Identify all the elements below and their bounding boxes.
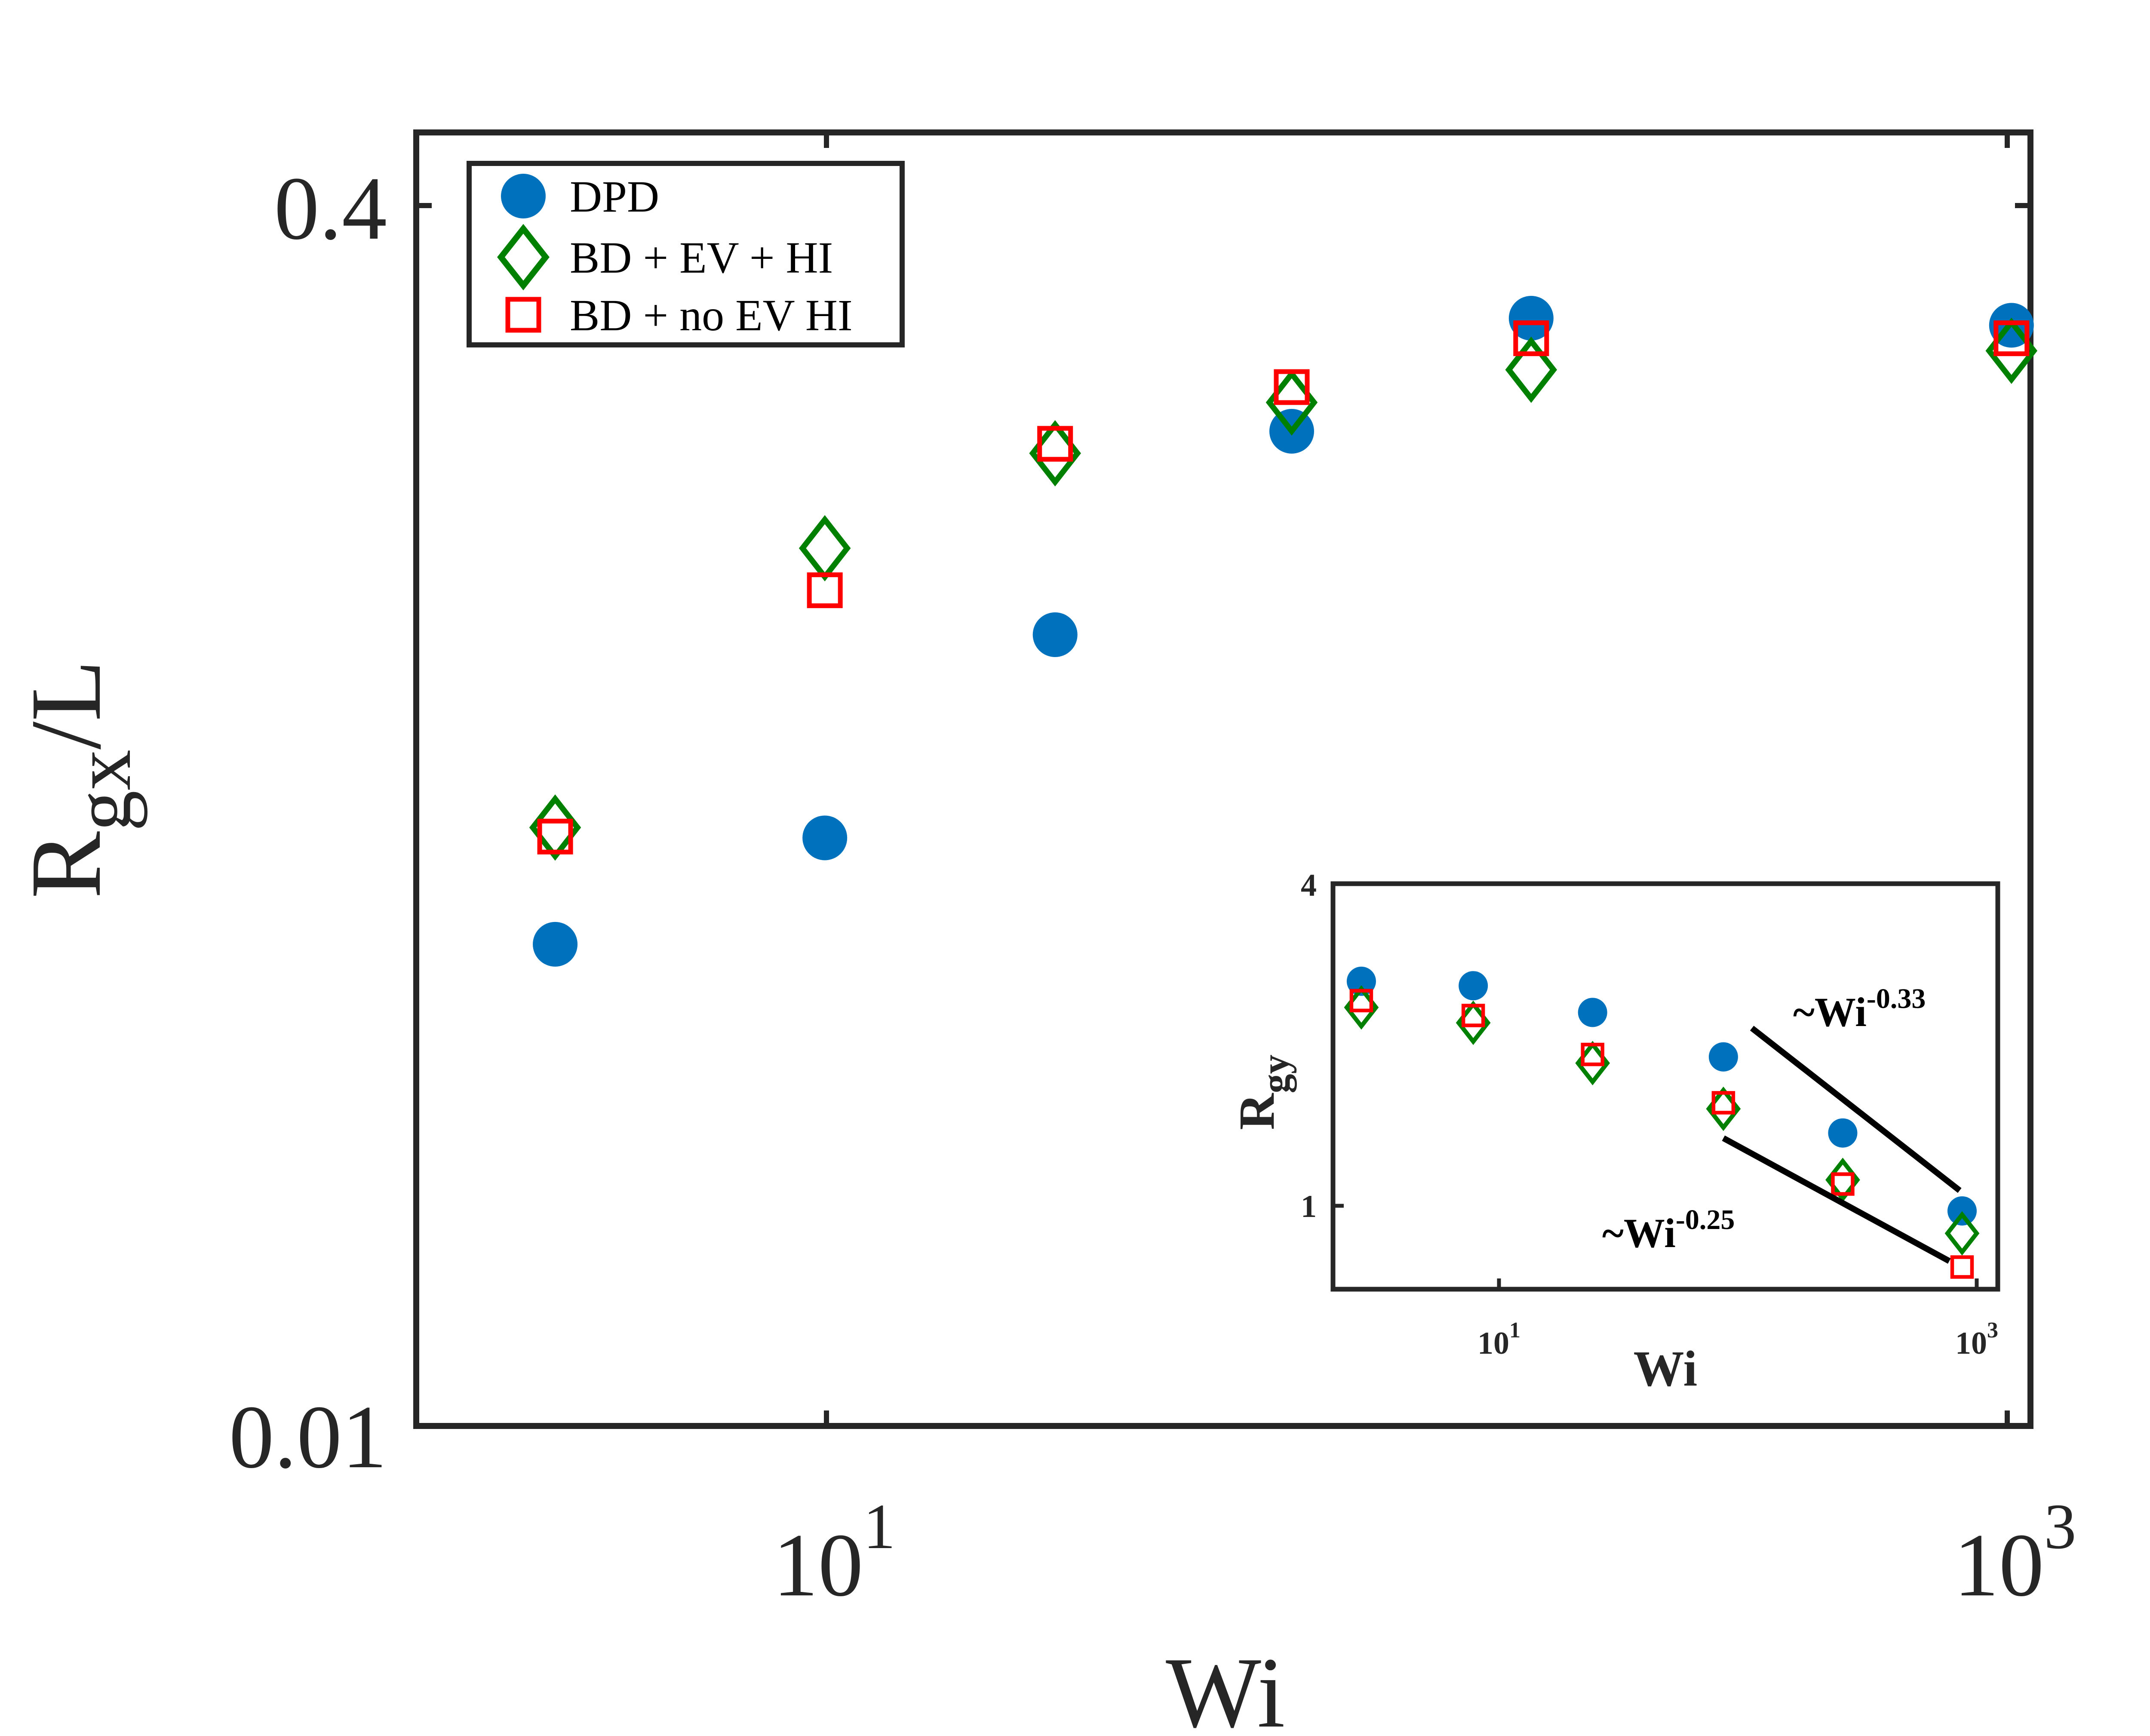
main-x-tick-label-10-exp: 1 bbox=[863, 1491, 896, 1562]
legend-dpd-label: DPD bbox=[570, 172, 659, 221]
inset-point-bd-ev-hi-6 bbox=[1944, 1211, 1980, 1256]
inset-y-axis-label-main: R bbox=[1229, 1093, 1285, 1130]
slope-annotation-033: ~Wi-0.33 bbox=[1793, 983, 1926, 1035]
inset-point-bd-no-ev-hi-1 bbox=[1349, 989, 1373, 1013]
main-x-tick-label-1000-base: 10 bbox=[1954, 1515, 2044, 1615]
inset-x-tick-label-1000: 103 bbox=[1955, 1318, 1998, 1361]
legend: DPD BD + EV + HI BD + no EV HI bbox=[467, 161, 905, 347]
main-x-axis-label: Wi bbox=[1166, 1637, 1285, 1736]
main-data-marks bbox=[529, 295, 2038, 967]
main-point-dpd-1 bbox=[533, 922, 578, 967]
inset-x-tick-label-1000-exp: 3 bbox=[1987, 1318, 1998, 1343]
inset-y-tick-label-1: 1 bbox=[1301, 1189, 1317, 1224]
main-point-bd-no-ev-hi-2 bbox=[807, 572, 843, 608]
main-y-axis-label-main: R bbox=[10, 831, 122, 899]
main-point-bd-ev-hi-5 bbox=[1505, 336, 1557, 403]
main-point-bd-no-ev-hi-3 bbox=[1037, 426, 1073, 462]
main-point-bd-ev-hi-1 bbox=[529, 794, 581, 861]
main-x-tick-label-10: 101 bbox=[773, 1491, 896, 1615]
legend-bd-ev-hi-label: BD + EV + HI bbox=[570, 233, 833, 283]
inset-point-bd-no-ev-hi-2 bbox=[1461, 1004, 1485, 1027]
slope-annotation-033-base: ~Wi bbox=[1793, 989, 1867, 1035]
inset-x-axis-label: Wi bbox=[1634, 1340, 1698, 1397]
inset-axes: 4 1 101 103 Wi Rgy ~Wi-0.33 ~Wi-0.25 bbox=[1229, 868, 2000, 1397]
slope-annotation-025-exp: -0.25 bbox=[1676, 1204, 1735, 1235]
main-y-tick-label-0.4: 0.4 bbox=[274, 159, 387, 258]
legend-item-bd-no-ev-hi: BD + no EV HI bbox=[505, 291, 853, 340]
inset-x-tick-label-10-base: 10 bbox=[1477, 1326, 1509, 1361]
inset-y-axis-label-sub: gy bbox=[1254, 1054, 1297, 1093]
inset-point-bd-no-ev-hi-5 bbox=[1831, 1172, 1855, 1196]
main-point-bd-no-ev-hi-5 bbox=[1513, 320, 1549, 356]
slope-annotation-025-base: ~Wi bbox=[1602, 1210, 1676, 1256]
inset-point-dpd-6 bbox=[1947, 1196, 1977, 1226]
main-point-bd-no-ev-hi-6 bbox=[1993, 320, 2030, 356]
inset-plot-frame bbox=[1330, 881, 2000, 1292]
main-x-tick-label-10-base: 10 bbox=[773, 1515, 863, 1615]
main-axes: 0.4 0.01 101 103 Wi Rgx/L bbox=[10, 129, 2076, 1736]
main-point-bd-no-ev-hi-1 bbox=[537, 818, 573, 854]
main-y-tick-label-0.01: 0.01 bbox=[229, 1387, 387, 1487]
inset-point-dpd-1 bbox=[1346, 966, 1376, 996]
inset-point-dpd-3 bbox=[1578, 998, 1607, 1027]
inset-point-bd-no-ev-hi-6 bbox=[1950, 1255, 1974, 1279]
legend-dpd-marker bbox=[501, 174, 546, 218]
main-y-axis-label: Rgx/L bbox=[10, 660, 148, 899]
slope-guide-line-025 bbox=[1722, 1135, 1951, 1264]
inset-x-tick-label-10-exp: 1 bbox=[1509, 1318, 1520, 1343]
main-x-tick-label-1000-exp: 3 bbox=[2044, 1491, 2076, 1562]
inset-y-tick-label-4: 4 bbox=[1301, 868, 1317, 903]
inset-point-dpd-4 bbox=[1708, 1042, 1738, 1072]
inset-y-axis-label: Rgy bbox=[1229, 1054, 1297, 1130]
main-point-bd-no-ev-hi-4 bbox=[1274, 369, 1310, 405]
inset-data-marks bbox=[1344, 966, 1980, 1279]
inset-x-tick-label-1000-base: 10 bbox=[1955, 1326, 1987, 1361]
inset-point-bd-no-ev-hi-4 bbox=[1711, 1091, 1735, 1115]
main-point-dpd-3 bbox=[1032, 612, 1078, 657]
inset-point-dpd-2 bbox=[1459, 971, 1488, 1001]
legend-item-bd-ev-hi: BD + EV + HI bbox=[497, 224, 833, 291]
slope-annotation-033-exp: -0.33 bbox=[1867, 983, 1926, 1014]
slope-guide-line-033 bbox=[1750, 1026, 1962, 1193]
main-y-axis-label-sub: gx bbox=[58, 750, 148, 831]
main-point-dpd-5 bbox=[1508, 295, 1554, 341]
inset-point-dpd-5 bbox=[1828, 1118, 1858, 1148]
inset-x-tick-label-10: 101 bbox=[1477, 1318, 1520, 1361]
slope-annotation-025: ~Wi-0.25 bbox=[1602, 1204, 1735, 1256]
inset-point-bd-no-ev-hi-3 bbox=[1581, 1042, 1604, 1066]
main-x-tick-label-1000: 103 bbox=[1954, 1491, 2076, 1615]
main-y-axis-label-suffix: /L bbox=[10, 660, 122, 750]
legend-bd-no-ev-hi-marker bbox=[505, 297, 541, 333]
legend-item-dpd: DPD bbox=[501, 172, 659, 221]
main-point-dpd-2 bbox=[802, 815, 848, 860]
legend-bd-ev-hi-marker bbox=[497, 224, 550, 291]
legend-bd-no-ev-hi-label: BD + no EV HI bbox=[570, 291, 853, 340]
